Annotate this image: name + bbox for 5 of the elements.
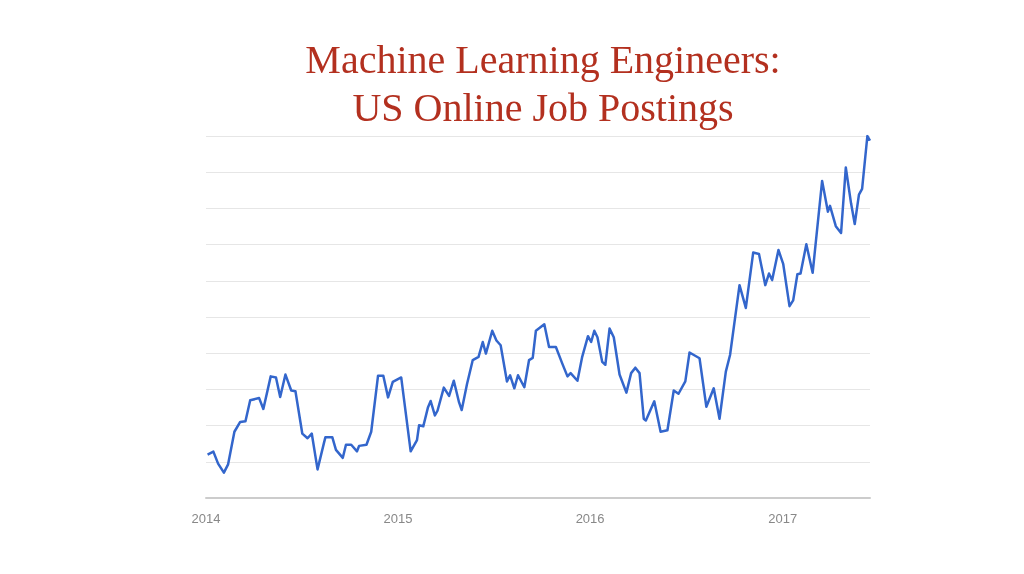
chart-title: Machine Learning Engineers: US Online Job Postings <box>305 36 781 130</box>
x-tick-label: 2015 <box>383 511 413 526</box>
x-tick-label: 2017 <box>768 511 798 526</box>
x-tick-label: 2016 <box>575 511 605 526</box>
x-tick-label: 2014 <box>191 511 221 526</box>
